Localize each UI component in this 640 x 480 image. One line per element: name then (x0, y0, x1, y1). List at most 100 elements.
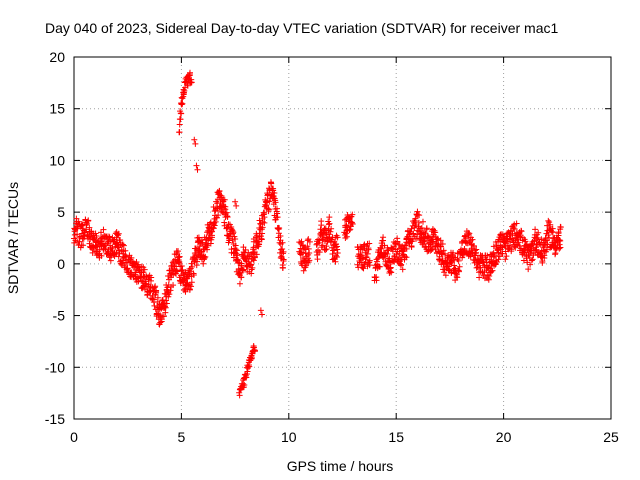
data-point-marker (232, 198, 239, 205)
x-tick-label: 10 (281, 429, 297, 445)
data-point-marker (246, 363, 253, 370)
data-point-marker (258, 311, 265, 318)
data-point-marker (161, 303, 168, 310)
data-point-marker (256, 217, 263, 224)
data-point-marker (507, 242, 514, 249)
data-point-marker (167, 287, 174, 294)
data-point-marker (513, 220, 520, 227)
data-point-marker (541, 242, 548, 249)
data-point-marker (176, 129, 183, 136)
y-axis-ticks: -15 -10 -5 0 5 10 15 20 (45, 49, 611, 427)
data-point-marker (366, 240, 373, 247)
data-point-marker (250, 257, 257, 264)
data-point-marker (387, 265, 394, 272)
x-tick-label: 0 (70, 429, 78, 445)
data-point-marker (163, 300, 170, 307)
data-point-marker (325, 221, 332, 228)
data-point-marker (470, 242, 477, 249)
data-point-marker (334, 234, 341, 241)
y-tick-label: 5 (57, 204, 65, 220)
data-point-marker (409, 238, 416, 245)
data-point-marker (266, 198, 273, 205)
data-point-marker (557, 237, 564, 244)
data-point-marker (535, 229, 542, 236)
data-point-marker (334, 249, 341, 256)
data-point-marker (173, 267, 180, 274)
data-point-marker (342, 234, 349, 241)
data-point-marker (162, 304, 169, 311)
data-point-marker (343, 233, 350, 240)
data-point-marker (451, 265, 458, 272)
data-point-marker (200, 260, 207, 267)
data-point-marker (241, 381, 248, 388)
data-point-marker (120, 242, 127, 249)
data-point-marker (105, 233, 112, 240)
data-point-marker (557, 244, 564, 251)
data-point-marker (179, 100, 186, 107)
data-point-marker (359, 264, 366, 271)
data-point-marker (250, 250, 257, 257)
data-point-marker (188, 283, 195, 290)
data-point-marker (517, 232, 524, 239)
data-point-marker (303, 262, 310, 269)
data-point-marker (185, 282, 192, 289)
data-point-marker (229, 237, 236, 244)
data-point-marker (85, 218, 92, 225)
data-point-marker (78, 221, 85, 228)
data-point-marker (257, 307, 264, 314)
data-point-marker (249, 264, 256, 271)
data-point-marker (314, 252, 321, 259)
data-point-marker (240, 267, 247, 274)
data-point-marker (358, 244, 365, 251)
data-point-marker (545, 232, 552, 239)
data-point-marker (304, 243, 311, 250)
data-point-marker (544, 241, 551, 248)
data-point-marker (529, 256, 536, 263)
y-tick-label: 0 (57, 256, 65, 272)
data-point-marker (241, 254, 248, 261)
data-point-marker (323, 246, 330, 253)
data-point-marker (204, 246, 211, 253)
data-point-marker (488, 268, 495, 275)
data-point-marker (279, 239, 286, 246)
data-point-marker (92, 230, 99, 237)
data-point-marker (175, 259, 182, 266)
data-point-marker (277, 249, 284, 256)
data-point-marker (381, 242, 388, 249)
data-point-marker (348, 219, 355, 226)
x-axis-label: GPS time / hours (287, 458, 394, 474)
data-point-marker (160, 313, 167, 320)
data-point-marker (253, 251, 260, 258)
data-point-marker (469, 236, 476, 243)
data-point-marker (546, 234, 553, 241)
data-point-marker (456, 263, 463, 270)
data-point-marker (98, 252, 105, 259)
data-point-marker (496, 253, 503, 260)
data-point-marker (225, 221, 232, 228)
y-tick-label: -5 (53, 308, 66, 324)
chart-title: Day 040 of 2023, Sidereal Day-to-day VTE… (45, 20, 558, 36)
data-point-marker (185, 75, 192, 82)
data-point-marker (300, 267, 307, 274)
data-point-marker (119, 257, 126, 264)
data-point-marker (117, 236, 124, 243)
data-point-marker (408, 243, 415, 250)
data-point-marker (420, 240, 427, 247)
data-point-marker (151, 284, 158, 291)
data-point-marker (215, 212, 222, 219)
data-point-marker (322, 247, 329, 254)
data-point-marker (394, 238, 401, 245)
data-point-marker (511, 226, 518, 233)
data-point-marker (100, 226, 107, 233)
data-point-marker (228, 223, 235, 230)
data-point-marker (515, 239, 522, 246)
data-point-marker (188, 279, 195, 286)
data-point-marker (419, 218, 426, 225)
data-point-marker (518, 227, 525, 234)
data-point-marker (218, 192, 225, 199)
data-point-marker (238, 274, 245, 281)
data-point-marker (216, 187, 223, 194)
data-point-marker (316, 249, 323, 256)
data-point-marker (453, 271, 460, 278)
